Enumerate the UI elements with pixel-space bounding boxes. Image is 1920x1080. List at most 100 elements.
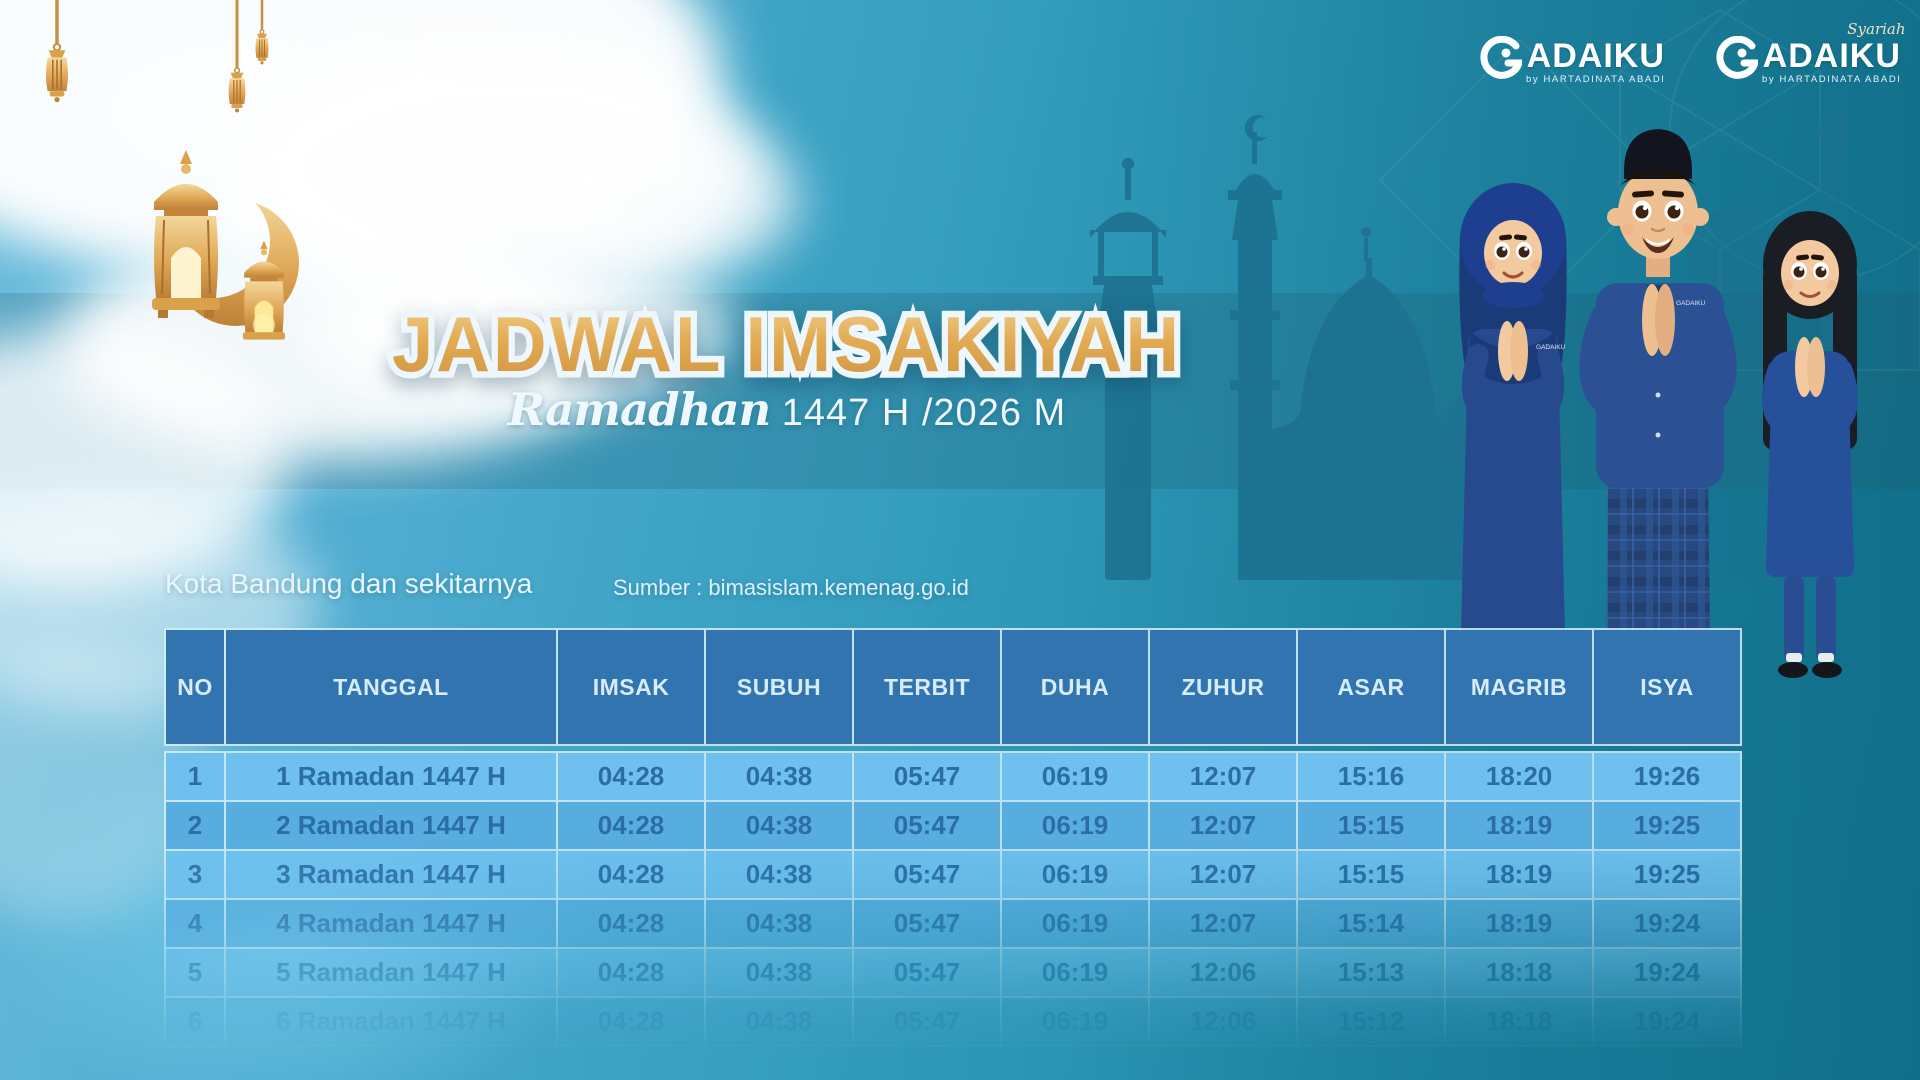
header-cell-duha: DUHA (1002, 630, 1148, 744)
time-cell: 06:19 (1002, 753, 1148, 800)
time-cell: 06:19 (1002, 900, 1148, 947)
time-cell: 05:47 (854, 753, 1000, 800)
time-cell: 15:13 (1298, 949, 1444, 996)
time-cell: 12:07 (1150, 900, 1296, 947)
lantern-icon (242, 240, 286, 340)
subtitle-script: Ramadhan (507, 383, 771, 436)
hanging-lantern-icon (44, 0, 270, 114)
row-number-cell: 6 (166, 998, 224, 1045)
cloud-decoration (520, 120, 800, 280)
time-cell: 18:19 (1446, 802, 1592, 849)
logo-wordmark: ADAIKU (1762, 37, 1901, 75)
time-cell: 05:47 (854, 998, 1000, 1045)
header-cell-imsak: IMSAK (558, 630, 704, 744)
time-cell: 15:16 (1298, 753, 1444, 800)
header-cell-subuh: SUBUH (706, 630, 852, 744)
row-number-cell: 4 (166, 900, 224, 947)
time-cell: 04:28 (558, 949, 704, 996)
time-cell: 19:26 (1594, 753, 1740, 800)
girl-hijab-character: GADAIKU (1459, 183, 1567, 635)
time-cell: 06:19 (1002, 802, 1148, 849)
logo-byline: by HARTADINATA ABADI (1526, 74, 1666, 85)
time-cell: 12:07 (1150, 802, 1296, 849)
schedule-table: NO TANGGAL IMSAK SUBUH TERBIT DUHA ZUHUR ASAR MA… (164, 628, 1742, 1047)
date-cell: 2 Ramadan 1447 H (226, 802, 556, 849)
header-cell-isya: ISYA (1594, 630, 1740, 744)
logo-wordmark: ADAIKU (1526, 37, 1665, 75)
row-number-cell: 5 (166, 949, 224, 996)
lantern-icon (152, 150, 220, 318)
subtitle-year: 1447 H /2026 M (770, 392, 1067, 434)
svg-text:GADAIKU: GADAIKU (1536, 344, 1566, 351)
gadaiku-logo: ADAIKU by HARTADINATA ABADI (1478, 36, 1666, 85)
syariah-tag: Syariah (1847, 20, 1906, 38)
characters-illustration: GADAIKU (1459, 129, 1858, 678)
crescent-lantern-decoration (152, 150, 299, 340)
page-title: JADWAL IMSAKIYAH (386, 294, 1186, 395)
time-cell: 04:28 (558, 802, 704, 849)
row-number-cell: 3 (166, 851, 224, 898)
time-cell: 04:38 (706, 753, 852, 800)
time-cell: 06:19 (1002, 998, 1148, 1045)
source-label: Sumber : bimasislam.kemenag.go.id (613, 575, 969, 600)
time-cell: 19:25 (1594, 851, 1740, 898)
date-cell: 5 Ramadan 1447 H (226, 949, 556, 996)
time-cell: 15:15 (1298, 802, 1444, 849)
time-cell: 04:38 (706, 851, 852, 898)
date-cell: 3 Ramadan 1447 H (226, 851, 556, 898)
row-number-cell: 1 (166, 753, 224, 800)
gadaiku-g-icon (1480, 36, 1522, 79)
time-cell: 04:38 (706, 949, 852, 996)
header-cell-magrib: MAGRIB (1446, 630, 1592, 744)
time-cell: 12:07 (1150, 851, 1296, 898)
date-cell: 1 Ramadan 1447 H (226, 753, 556, 800)
header-cell-asar: ASAR (1298, 630, 1444, 744)
time-cell: 12:06 (1150, 998, 1296, 1045)
time-cell: 19:24 (1594, 949, 1740, 996)
time-cell: 19:25 (1594, 802, 1740, 849)
date-cell: 4 Ramadan 1447 H (226, 900, 556, 947)
time-cell: 06:19 (1002, 851, 1148, 898)
time-cell: 05:47 (854, 949, 1000, 996)
header-cell-no: NO (166, 630, 224, 744)
time-cell: 04:28 (558, 753, 704, 800)
time-cell: 12:07 (1150, 753, 1296, 800)
time-cell: 12:06 (1150, 949, 1296, 996)
header-cell-tanggal: TANGGAL (226, 630, 556, 744)
time-cell: 04:28 (558, 851, 704, 898)
time-cell: 15:15 (1298, 851, 1444, 898)
girl-longhair-character (1762, 211, 1858, 678)
time-cell: 18:19 (1446, 900, 1592, 947)
time-cell: 04:28 (558, 998, 704, 1045)
date-cell: 6 Ramadan 1447 H (226, 998, 556, 1045)
time-cell: 04:28 (558, 900, 704, 947)
time-cell: 15:14 (1298, 900, 1444, 947)
time-cell: 04:38 (706, 802, 852, 849)
time-cell: 04:38 (706, 900, 852, 947)
time-cell: 18:20 (1446, 753, 1592, 800)
time-cell: 05:47 (854, 851, 1000, 898)
time-cell: 05:47 (854, 802, 1000, 849)
gadaiku-syariah-logo: Syariah ADAIKU by HARTADINATA ABADI (1714, 20, 1906, 85)
time-cell: 06:19 (1002, 949, 1148, 996)
time-cell: 19:24 (1594, 900, 1740, 947)
cloud-decoration (300, 255, 730, 405)
subtitle: Ramadhan 1447 H /2026 M (387, 383, 1187, 436)
gadaiku-g-icon (1716, 36, 1758, 79)
time-cell: 05:47 (854, 900, 1000, 947)
time-cell: 18:19 (1446, 851, 1592, 898)
svg-text:GADAIKU: GADAIKU (1676, 300, 1706, 307)
time-cell: 18:18 (1446, 949, 1592, 996)
time-cell: 18:18 (1446, 998, 1592, 1045)
header-cell-terbit: TERBIT (854, 630, 1000, 744)
time-cell: 04:38 (706, 998, 852, 1045)
title-text: JADWAL IMSAKIYAH (392, 300, 1182, 388)
row-number-cell: 2 (166, 802, 224, 849)
boy-peci-character: GADAIKU (1579, 129, 1737, 637)
time-cell: 19:24 (1594, 998, 1740, 1045)
location-label: Kota Bandung dan sekitarnya (165, 568, 533, 599)
time-cell: 15:12 (1298, 998, 1444, 1045)
logo-byline: by HARTADINATA ABADI (1762, 74, 1902, 85)
header-cell-zuhur: ZUHUR (1150, 630, 1296, 744)
